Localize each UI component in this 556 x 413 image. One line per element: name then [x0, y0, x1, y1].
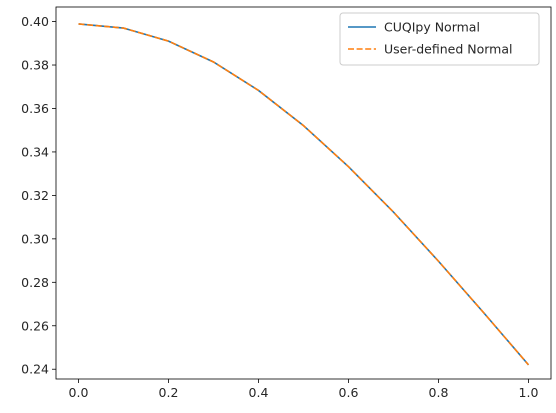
y-tick-label: 0.40 — [21, 14, 49, 29]
x-tick-label: 0.6 — [339, 385, 359, 400]
x-tick-label: 0.0 — [69, 385, 89, 400]
y-tick-label: 0.36 — [21, 101, 49, 116]
y-tick-label: 0.38 — [21, 58, 49, 73]
legend-label-2: User-defined Normal — [384, 42, 512, 57]
series-line-1 — [78, 23, 530, 366]
y-tick-label: 0.28 — [21, 275, 49, 290]
x-tick-label: 1.0 — [519, 385, 539, 400]
x-tick-label: 0.2 — [159, 385, 179, 400]
y-tick-label: 0.30 — [21, 231, 49, 246]
plot-frame — [55, 6, 552, 380]
legend: CUQIpy Normal User-defined Normal — [339, 12, 540, 66]
ticks: 0.0 0.2 0.4 0.6 0.8 1.0 0.24 0.26 0.28 0.30 0.32 0.… — [21, 14, 538, 400]
plot-lines — [78, 23, 530, 366]
legend-box — [339, 12, 540, 66]
y-tick-label: 0.34 — [21, 144, 49, 159]
axes — [55, 6, 552, 380]
y-tick-label: 0.32 — [21, 188, 49, 203]
y-tick-label: 0.24 — [21, 362, 49, 377]
x-tick-label: 0.4 — [249, 385, 269, 400]
x-tick-label: 0.8 — [429, 385, 449, 400]
series-line-2 — [78, 23, 530, 366]
y-tick-label: 0.26 — [21, 318, 49, 333]
legend-label-1: CUQIpy Normal — [384, 20, 480, 35]
